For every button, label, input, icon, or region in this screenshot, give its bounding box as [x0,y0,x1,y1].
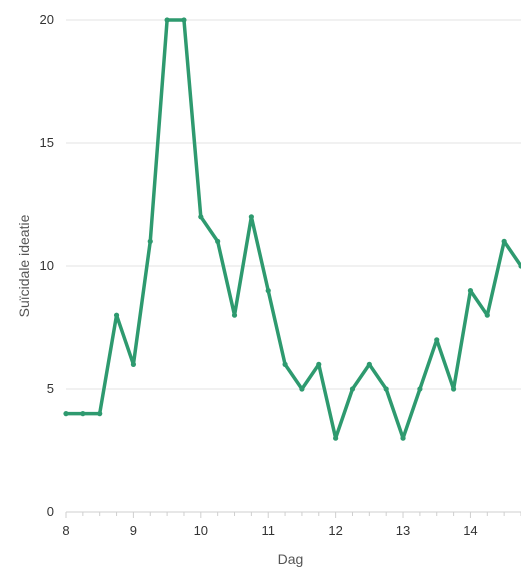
x-tick-label-13: 13 [396,523,410,538]
y-tick-label-0: 0 [47,504,54,519]
data-point[interactable] [215,238,221,244]
data-point[interactable] [130,361,137,367]
data-point[interactable] [164,17,170,23]
x-tick-label-12: 12 [328,523,342,538]
y-tick-label-20: 20 [40,12,54,27]
data-point[interactable] [501,238,507,244]
x-axis: 8 9 10 11 12 13 14 [62,511,521,538]
y-tick-label-5: 5 [47,381,54,396]
data-point[interactable] [450,386,457,392]
x-tick-label-14: 14 [463,523,477,538]
gridlines [66,19,521,390]
y-tick-label-10: 10 [40,258,54,273]
data-point[interactable] [349,386,356,392]
data-point[interactable] [248,214,254,220]
x-tick-label-8: 8 [62,523,69,538]
data-point[interactable] [265,288,271,294]
y-tick-label-15: 15 [40,135,54,150]
x-tick-label-11: 11 [261,523,275,538]
series-group [63,17,521,441]
data-point[interactable] [467,288,474,294]
data-point[interactable] [383,386,389,392]
y-axis-title: Suïcidale ideatie [16,214,32,317]
data-point[interactable] [316,361,322,367]
x-tick-label-10: 10 [194,523,208,538]
data-point[interactable] [417,386,423,392]
data-point[interactable] [147,238,153,244]
data-point[interactable] [333,435,339,441]
x-axis-title: Dag [278,551,304,567]
data-point[interactable] [518,263,521,269]
data-point[interactable] [198,214,204,220]
data-point[interactable] [80,411,86,417]
data-point[interactable] [231,312,238,318]
data-point[interactable] [434,337,440,343]
data-point[interactable] [113,312,120,318]
x-tick-label-9: 9 [130,523,137,538]
data-point[interactable] [97,411,103,417]
data-point[interactable] [181,17,187,23]
data-point[interactable] [63,411,69,417]
data-point[interactable] [400,435,406,441]
data-point[interactable] [484,312,490,318]
y-axis: 0 5 10 15 20 [40,12,54,519]
data-point[interactable] [282,361,288,367]
data-point[interactable] [299,386,305,392]
series-line-0 [64,18,521,440]
data-point[interactable] [366,361,372,367]
